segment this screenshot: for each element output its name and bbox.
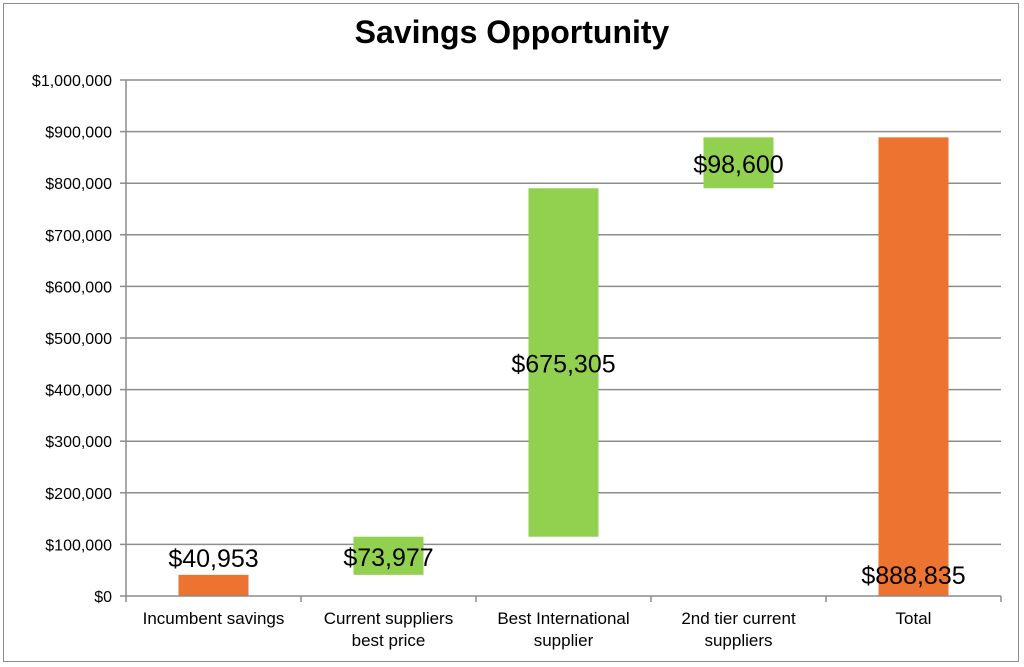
data-label: $888,835 [861,562,965,590]
data-label: $40,953 [168,545,258,573]
x-axis-tick-labels: Incumbent savings Current suppliers best p… [143,609,932,650]
x-tick-label: Total [896,609,932,628]
axes [120,79,1002,602]
y-tick-label: $0 [94,589,112,606]
x-tick-label: Best International [497,609,629,628]
chart-title: Savings Opportunity [354,14,670,50]
data-label: $73,977 [343,544,433,572]
y-tick-label: $200,000 [45,486,112,503]
x-tick-label: 2nd tier current [681,609,796,628]
data-labels: $40,953 $73,977 $675,305 $98,600 $888,835 [168,151,965,590]
x-tick-label: suppliers [704,631,772,650]
y-tick-label: $300,000 [45,434,112,451]
y-tick-label: $500,000 [45,331,112,348]
bar [528,188,599,537]
y-tick-label: $1,000,000 [32,73,112,90]
y-tick-label: $800,000 [45,176,112,193]
data-label: $675,305 [511,350,615,378]
bars [178,137,949,596]
data-label: $98,600 [693,151,783,179]
bar [353,536,424,575]
x-tick-label: Incumbent savings [143,609,285,628]
y-tick-label: $100,000 [45,537,112,554]
y-tick-label: $400,000 [45,383,112,400]
y-tick-label: $900,000 [45,125,112,142]
bar [178,574,249,596]
x-tick-label: Current suppliers [324,609,453,628]
chart-frame [3,3,1019,662]
x-tick-label: supplier [534,631,594,650]
y-tick-label: $700,000 [45,228,112,245]
y-tick-label: $600,000 [45,279,112,296]
bar [878,137,949,596]
bar [703,137,774,189]
y-axis-tick-labels: $0 $100,000 $200,000 $300,000 $400,000 $500,0… [32,73,112,606]
x-tick-label: best price [352,631,426,650]
